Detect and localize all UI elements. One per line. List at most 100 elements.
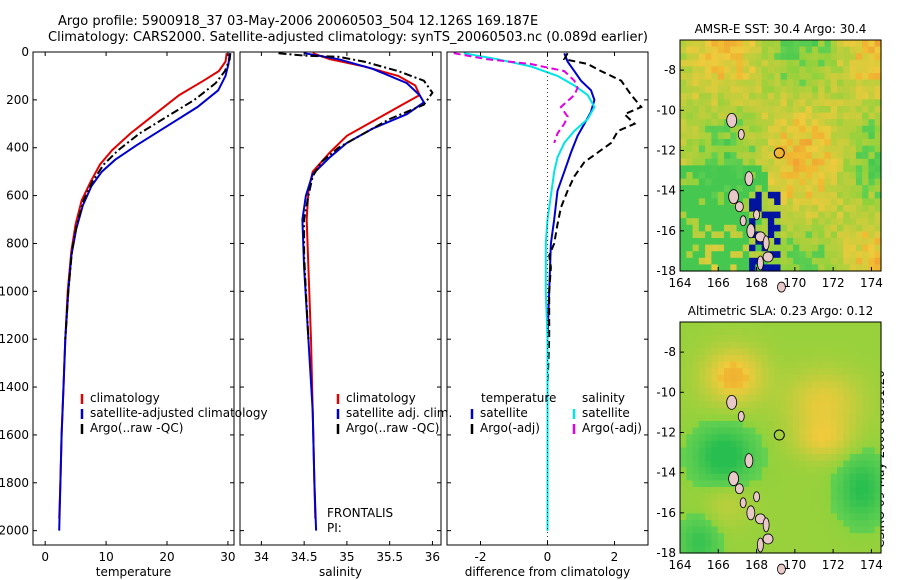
sla-map-cell (761, 401, 769, 409)
sst-map-cell (767, 218, 775, 226)
sst-map-cell (742, 40, 750, 48)
sst-map-cell (843, 92, 851, 100)
sla-map-cell (742, 381, 750, 389)
sla-map-cell (767, 368, 775, 376)
sst-map-cell (742, 205, 750, 213)
sla-map-cell (686, 401, 694, 409)
sla-map-cell (680, 500, 687, 508)
sla-map-cell (730, 454, 738, 462)
sla-map-cell (811, 394, 819, 402)
sst-map-cell (774, 92, 782, 100)
sla-map-cell (843, 467, 851, 475)
sst-map-cell (780, 79, 788, 87)
sst-map-cell (862, 139, 870, 147)
sla-map-ytick-label: -12 (656, 425, 676, 439)
sst-map-xtick-label: 172 (822, 276, 845, 290)
sla-map-cell (805, 328, 813, 336)
sla-map-cell (736, 520, 744, 528)
sst-map-cell (805, 92, 813, 100)
sla-map-cell (767, 546, 775, 554)
sst-map-cell (837, 205, 844, 213)
sst-map-cell (761, 92, 769, 100)
sla-map-cell (811, 421, 819, 429)
sst-map-cell (755, 106, 763, 114)
sst-map-cell (811, 238, 819, 246)
sla-map-cell (868, 454, 876, 462)
sst-map-cell (799, 264, 807, 272)
sst-map-cell (698, 244, 706, 252)
sst-map-ytick-label: -12 (656, 143, 676, 157)
sla-map-cell (849, 361, 857, 369)
sst-map-cell (868, 198, 876, 206)
sla-map-cell (855, 500, 863, 508)
sla-map-cell (799, 440, 807, 448)
sla-map-cell (843, 348, 851, 356)
sst-map-cell (793, 211, 800, 219)
sla-map-cell (855, 355, 863, 363)
sla-map-cell (780, 388, 788, 396)
sst-map-cell (742, 224, 750, 232)
sst-map-cell (830, 158, 838, 166)
sst-map-cell (830, 139, 838, 147)
sst-map-cell (830, 238, 838, 246)
sst-map-cell (724, 92, 731, 100)
sst-map-cell (774, 125, 782, 133)
depth-tick-label: 2000 (0, 524, 29, 538)
sla-map-cell (811, 526, 819, 534)
sst-map-cell (805, 264, 813, 272)
sst-map-cell (755, 53, 763, 61)
sst-map-cell (755, 172, 763, 180)
sst-map-cell (862, 264, 870, 272)
sla-map-cell (767, 374, 775, 382)
sst-map-cell (837, 191, 844, 199)
sla-map-cell (862, 520, 870, 528)
sst-map-cell (837, 218, 844, 226)
sla-map-cell (830, 394, 838, 402)
sla-map-cell (862, 421, 870, 429)
sla-map-cell (717, 447, 725, 455)
sst-map-cell (761, 139, 769, 147)
sst-map-cell (830, 224, 838, 232)
sla-map-cell (742, 427, 750, 435)
sst-map-cell (711, 257, 719, 265)
sla-map-cell (786, 546, 794, 554)
sla-map-cell (793, 361, 800, 369)
sst-map-cell (862, 251, 870, 259)
sst-map-cell (692, 264, 700, 272)
sst-map-cell (780, 99, 788, 107)
sla-map-cell (837, 335, 844, 343)
sst-map-cell (799, 211, 807, 219)
sla-map-cell (755, 454, 763, 462)
sla-map-cell (855, 348, 863, 356)
sla-map-cell (736, 401, 744, 409)
sla-map-cell (855, 467, 863, 475)
sla-map-cell (874, 454, 882, 462)
sla-map-cell (837, 473, 844, 481)
sla-map-cell (868, 487, 876, 495)
sla-map-cell (686, 473, 694, 481)
sla-map-cell (855, 454, 863, 462)
sla-map-cell (717, 440, 725, 448)
sst-map-cell (774, 238, 782, 246)
sla-map-cell (786, 467, 794, 475)
sla-map-cell (824, 533, 832, 541)
sst-map-cell (874, 46, 882, 54)
sst-map-cell (686, 86, 694, 94)
sla-map-cell (749, 434, 756, 442)
sst-map-cell (736, 66, 744, 74)
sla-map-cell (724, 493, 731, 501)
sla-map-cell (874, 487, 882, 495)
sst-map-cell (686, 106, 694, 114)
sst-map-cell (855, 244, 863, 252)
sla-map-cell (874, 520, 882, 528)
sla-map-cell (774, 341, 782, 349)
sst-map-cell (862, 224, 870, 232)
sst-map-cell (818, 185, 826, 193)
sst-map-cell (868, 205, 876, 213)
sla-map-cell (749, 533, 756, 541)
sla-map-cell (698, 328, 706, 336)
sst-map-cell (780, 145, 788, 153)
temperature-frame (32, 51, 235, 546)
sst-map-cell (698, 172, 706, 180)
sla-map-cell (724, 480, 731, 488)
